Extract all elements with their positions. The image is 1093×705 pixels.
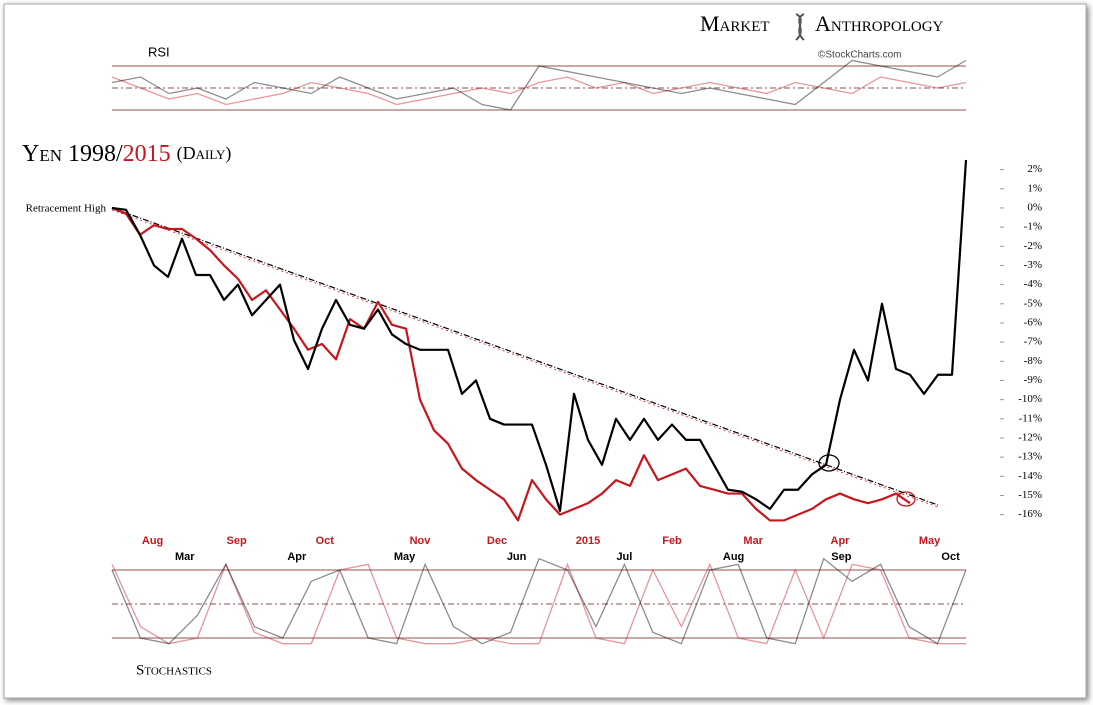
y-tick-label: -9%	[1024, 374, 1042, 386]
rsi-label: RSI	[148, 44, 170, 59]
logo-icon	[795, 13, 805, 41]
month-label: Aug	[723, 551, 744, 563]
y-tick-label: 0%	[1027, 201, 1042, 213]
trendline-red	[111, 209, 939, 508]
month-label: Oct	[941, 551, 960, 563]
y-tick-label: -4%	[1024, 278, 1042, 290]
y-tick-label: -7%	[1024, 336, 1042, 348]
month-label: Feb	[662, 535, 682, 547]
trendline	[111, 207, 939, 506]
source: ©StockCharts.com	[818, 50, 902, 61]
month-label: Dec	[487, 535, 507, 547]
title: Yen 1998/2015 (Daily)	[22, 141, 231, 167]
month-label: Sep	[831, 551, 851, 563]
series-line	[111, 159, 968, 512]
y-tick-label: -16%	[1018, 508, 1042, 520]
y-tick-label: 1%	[1027, 182, 1042, 194]
y-tick-label: -15%	[1018, 489, 1042, 501]
month-label: May	[919, 535, 941, 547]
month-label: Sep	[227, 535, 247, 547]
month-label: Apr	[287, 551, 307, 563]
annotation: Retracement High	[26, 203, 107, 215]
rsi-line	[111, 59, 967, 111]
y-tick-label: -10%	[1018, 393, 1042, 405]
y-tick-label: -8%	[1024, 355, 1042, 367]
title-part: (Daily)	[177, 143, 232, 164]
series-line	[111, 206, 911, 522]
y-tick-label: 2%	[1027, 163, 1042, 175]
brand-left: Market	[700, 11, 770, 36]
highlight-circle	[896, 491, 916, 507]
month-label: Aug	[142, 535, 163, 547]
y-tick-label: -13%	[1018, 451, 1042, 463]
y-tick-label: -14%	[1018, 470, 1042, 482]
y-tick-label: -6%	[1024, 316, 1042, 328]
month-label: Mar	[175, 551, 195, 563]
stoch-line	[111, 557, 967, 645]
month-label: Nov	[410, 535, 432, 547]
y-tick-label: -11%	[1019, 412, 1042, 424]
stoch-label: Stochastics	[136, 662, 212, 678]
month-label: Oct	[316, 535, 335, 547]
month-label: Mar	[743, 535, 763, 547]
frame	[3, 3, 1087, 699]
month-label: Apr	[831, 535, 851, 547]
month-label: 2015	[576, 535, 600, 547]
month-label: Jul	[616, 551, 632, 563]
y-tick-label: -2%	[1024, 240, 1042, 252]
y-tick-label: -5%	[1024, 297, 1042, 309]
title-part: 2015	[123, 141, 171, 167]
month-label: May	[394, 551, 416, 563]
month-label: Jun	[507, 551, 527, 563]
rsi-line	[111, 76, 967, 106]
y-tick-label: -12%	[1018, 432, 1042, 444]
brand-right: Anthropology	[815, 11, 944, 36]
stoch-line	[111, 562, 966, 645]
title-part: Yen 1998/	[22, 141, 123, 167]
y-tick-label: -1%	[1024, 221, 1042, 233]
y-tick-label: -3%	[1024, 259, 1042, 271]
